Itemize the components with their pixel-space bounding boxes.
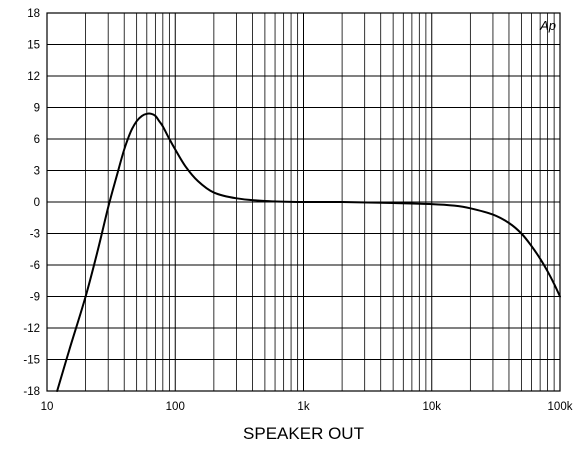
y-tick-label: -18	[23, 386, 40, 398]
y-tick-label: 3	[34, 166, 40, 178]
y-tick-label: 6	[34, 134, 40, 146]
y-tick-label: 18	[27, 8, 40, 20]
series-line	[56, 112, 561, 392]
y-tick-label: 0	[34, 197, 40, 209]
y-axis-tick-labels: 18 15 12 9 6 3 0 -3 -6 -9 -12 -15 -18	[23, 8, 40, 398]
series-layer	[56, 112, 561, 392]
x-axis-tick-labels: 10 100 1k 10k 100k	[41, 401, 573, 413]
x-tick-label: 100k	[548, 401, 573, 413]
x-tick-label: 1k	[297, 401, 309, 413]
x-tick-label: 10k	[422, 401, 441, 413]
y-tick-label: 9	[34, 103, 40, 115]
plot-frame	[46, 12, 561, 392]
y-tick-label: -6	[30, 260, 40, 272]
y-tick-label: 12	[27, 71, 40, 83]
y-tick-label: -9	[30, 292, 40, 304]
y-tick-label: -15	[23, 355, 40, 367]
y-tick-label: -12	[23, 323, 40, 335]
y-tick-label: 15	[27, 40, 40, 52]
x-tick-label: 100	[166, 401, 185, 413]
x-axis-title: SPEAKER OUT	[243, 424, 364, 443]
y-tick-label: -3	[30, 229, 40, 241]
x-tick-label: 10	[41, 401, 54, 413]
ap-logo: Ap	[539, 18, 556, 33]
